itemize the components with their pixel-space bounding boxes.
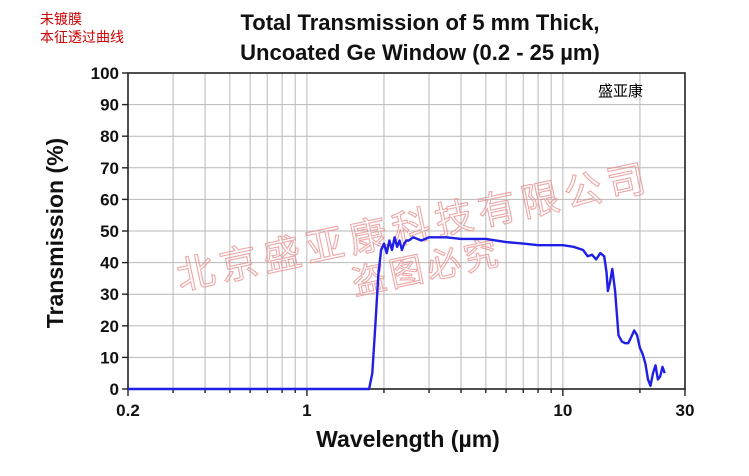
brand-label: 盛亚康: [598, 82, 644, 100]
chart-title-line-1: Total Transmission of 5 mm Thick,: [240, 10, 600, 35]
x-tick-label: 30: [676, 401, 695, 420]
x-tick-label: 1: [302, 401, 311, 420]
x-tick-label: 0.2: [116, 401, 140, 420]
y-tick-label: 40: [100, 254, 119, 273]
corner-label-uncoated: 未镀膜: [40, 12, 82, 28]
x-tick-label: 10: [553, 401, 572, 420]
chart-title-line-2: Uncoated Ge Window (0.2 - 25 µm): [240, 40, 600, 65]
tick-labels: 0.2 1 10 30 0 10 20 30 40 50 60 70 80 90 100: [91, 64, 695, 420]
y-tick-label: 80: [100, 127, 119, 146]
y-tick-label: 70: [100, 159, 119, 178]
y-axis-title: Transmission (%): [42, 138, 68, 328]
y-tick-label: 0: [110, 380, 119, 399]
y-tick-label: 100: [91, 64, 119, 83]
series-layer: [128, 236, 666, 391]
y-tick-label: 20: [100, 317, 119, 336]
series-line: [128, 236, 666, 391]
y-tick-label: 10: [100, 348, 119, 367]
y-tick-label: 60: [100, 190, 119, 209]
corner-label-curve: 本征透过曲线: [40, 30, 124, 46]
y-tick-label: 50: [100, 222, 119, 241]
y-tick-label: 30: [100, 285, 119, 304]
watermark: 北京盛亚康科技有限公司 盗图必究: [172, 155, 656, 305]
y-tick-label: 90: [100, 96, 119, 115]
x-axis-title: Wavelength (µm): [316, 426, 500, 452]
